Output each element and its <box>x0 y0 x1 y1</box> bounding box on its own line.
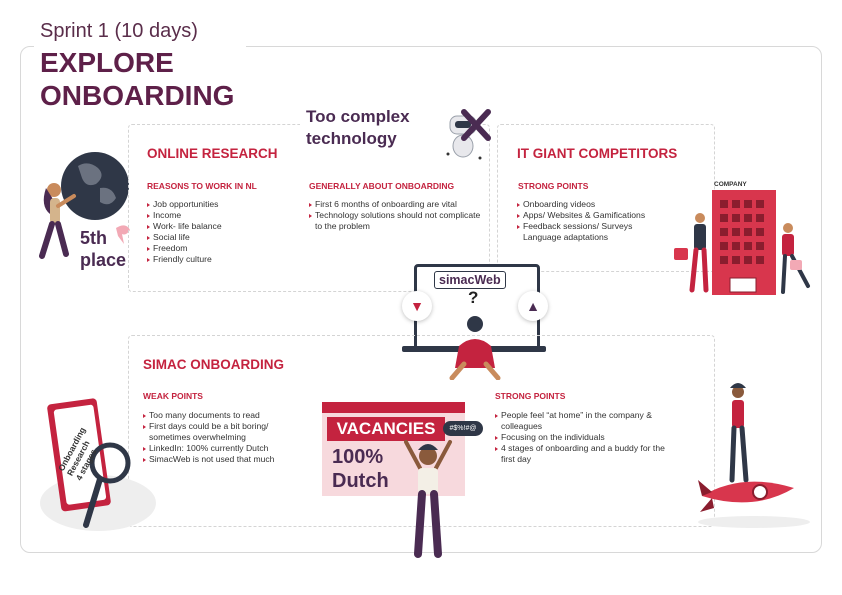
list-item: Work- life balance <box>147 221 297 232</box>
thumbs-up-icon: ▲ <box>518 291 548 321</box>
place-badge: 5th place <box>80 227 126 271</box>
simac-strong-list: People feel “at home” in the company & c… <box>495 410 680 465</box>
sprint-label: Sprint 1 (10 days) <box>40 20 198 42</box>
title-mask <box>34 38 246 112</box>
list-item: Onboarding videos <box>517 199 657 210</box>
list-item: Too many documents to read <box>143 410 311 421</box>
list-item: Income <box>147 210 297 221</box>
vacancies-language: Dutch <box>332 470 389 492</box>
list-item: People feel “at home” in the company & c… <box>495 410 680 432</box>
laptop-label: simacWeb <box>434 271 506 289</box>
list-item: Technology solutions should not complica… <box>309 210 481 232</box>
simac-title: SIMAC ONBOARDING <box>143 357 284 372</box>
list-item: LinkedIn: 100% currently Dutch <box>143 443 311 454</box>
simac-strong-heading: STRONG POINTS <box>495 391 566 401</box>
rocket-person-illustration <box>698 383 810 528</box>
vacancies-card-bar <box>322 402 465 413</box>
page-title: EXPLORE ONBOARDING <box>40 46 234 112</box>
robot-cross-icon <box>446 109 491 160</box>
research-clipboard <box>40 398 156 531</box>
company-label: COMPANY <box>714 181 747 188</box>
title-line-2: ONBOARDING <box>40 80 235 111</box>
list-item: Job opportunities <box>147 199 297 210</box>
reasons-list: Job opportunities Income Work- life bala… <box>147 199 297 265</box>
list-item: First days could be a bit boring/ someti… <box>143 421 311 443</box>
frustrated-person <box>404 440 452 558</box>
competitors-title: IT GIANT COMPETITORS <box>517 146 678 161</box>
list-item: SimacWeb is not used that much <box>143 454 311 465</box>
list-item: Focusing on the individuals <box>495 432 680 443</box>
speech-bubble: #$%!#@ <box>443 421 483 436</box>
place-number: 5th <box>80 228 107 248</box>
place-word: place <box>80 250 127 270</box>
reasons-heading: REASONS TO WORK IN NL <box>147 181 257 191</box>
list-item: Freedom <box>147 243 297 254</box>
person-at-laptop <box>449 316 501 380</box>
title-line-1: EXPLORE <box>40 47 174 78</box>
online-research-title: ONLINE RESEARCH <box>147 146 278 161</box>
list-item: 4 stages of onboarding and a buddy for t… <box>495 443 680 465</box>
vacancies-banner: VACANCIES <box>327 417 445 441</box>
too-complex-mask <box>300 104 450 152</box>
list-item: Friendly culture <box>147 254 297 265</box>
company-illustration <box>674 200 810 294</box>
too-complex-line-2: technology <box>306 129 397 148</box>
general-list: First 6 months of onboarding are vital T… <box>309 199 481 232</box>
vacancies-percent: 100% <box>332 446 384 468</box>
list-item: Social life <box>147 232 297 243</box>
list-item: First 6 months of onboarding are vital <box>309 199 481 210</box>
globe-illustration <box>39 152 130 259</box>
vacancies-dutch: 100% Dutch <box>332 445 389 493</box>
list-item: Feedback sessions/ Surveys Language adap… <box>517 221 657 243</box>
question-mark: ? <box>468 288 479 307</box>
thumbs-down-icon: ▼ <box>402 291 432 321</box>
weak-heading: WEAK POINTS <box>143 391 203 401</box>
competitors-strong-list: Onboarding videos Apps/ Websites & Gamif… <box>517 199 657 243</box>
competitors-strong-heading: STRONG POINTS <box>518 181 589 191</box>
list-item: Apps/ Websites & Gamifications <box>517 210 657 221</box>
general-heading: GENERALLY ABOUT ONBOARDING <box>309 181 455 191</box>
weak-list: Too many documents to read First days co… <box>143 410 311 465</box>
too-complex-line-1: Too complex <box>306 107 410 126</box>
too-complex-label: Too complex technology <box>306 106 410 150</box>
